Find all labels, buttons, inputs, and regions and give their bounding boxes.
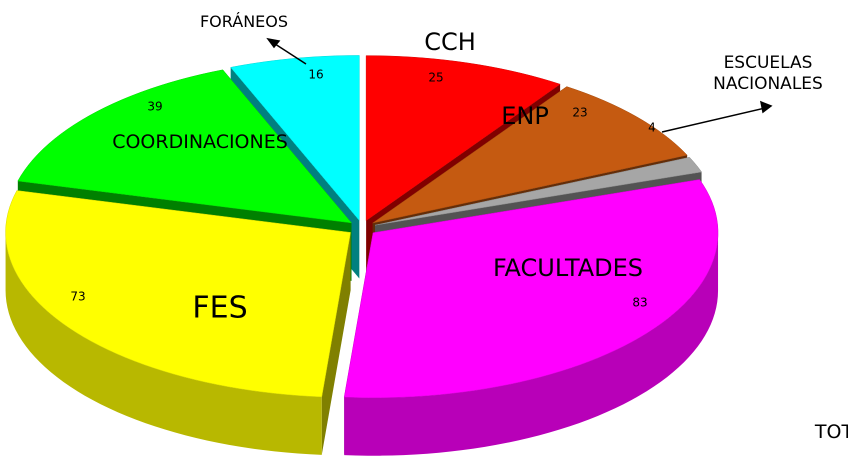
arrow-head bbox=[759, 100, 773, 114]
category-label: CCH bbox=[424, 28, 476, 56]
slice-side bbox=[344, 232, 719, 456]
value-label: 25 bbox=[428, 70, 444, 85]
slice bbox=[374, 157, 703, 226]
slice-side bbox=[5, 232, 322, 455]
value-label: 16 bbox=[308, 67, 324, 82]
category-label: ENP bbox=[501, 102, 549, 130]
value-label: 73 bbox=[70, 289, 86, 304]
category-label: COORDINACIONES bbox=[112, 131, 288, 154]
value-label: 83 bbox=[632, 295, 648, 310]
category-label: ESCUELAS NACIONALES bbox=[713, 52, 823, 94]
slice bbox=[17, 69, 353, 224]
category-label: FORÁNEOS bbox=[199, 12, 289, 31]
value-label: 23 bbox=[572, 105, 588, 120]
arrow-head bbox=[266, 37, 281, 49]
category-label: FACULTADES bbox=[492, 254, 644, 282]
slice bbox=[343, 179, 719, 398]
value-label: 39 bbox=[147, 99, 163, 114]
leader-line bbox=[661, 107, 766, 133]
slice bbox=[372, 86, 688, 224]
leader-line bbox=[271, 41, 307, 65]
annotation: TOT bbox=[814, 421, 848, 444]
pie bbox=[5, 55, 719, 456]
slice bbox=[5, 190, 351, 398]
category-label: FES bbox=[192, 290, 248, 326]
slice bbox=[365, 55, 561, 222]
slice bbox=[230, 55, 360, 222]
leader-lines bbox=[266, 37, 773, 133]
value-label: 4 bbox=[648, 120, 656, 135]
